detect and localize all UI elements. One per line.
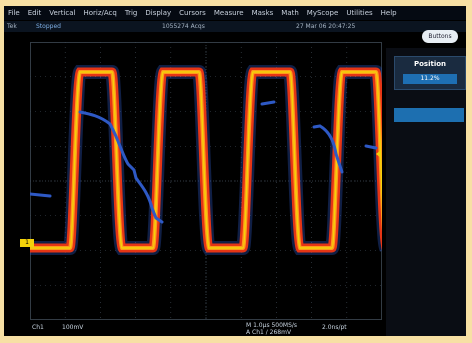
menu-masks[interactable]: Masks	[251, 9, 274, 17]
waveform-traces	[30, 65, 382, 255]
position-value[interactable]: 11.2%	[403, 74, 457, 84]
side-panel: Position 11.2%	[386, 48, 466, 336]
position-label: Position	[413, 60, 447, 68]
menu-help[interactable]: Help	[380, 9, 397, 17]
menu-myscope[interactable]: MyScope	[306, 9, 339, 17]
channel-scale: 100mV	[62, 324, 84, 331]
menu-cursors[interactable]: Cursors	[179, 9, 206, 17]
brand-label: Tek	[7, 23, 17, 30]
readout-bar: Ch1 100mV M 1.0µs 500MS/s A Ch1 ∕ 268mV …	[4, 322, 466, 336]
scope-window: File Edit Vertical Horiz/Acq Trig Displa…	[4, 6, 466, 336]
acquisition-state: Stopped	[36, 23, 61, 30]
status-bar: Tek Stopped 1055274 Acqs 27 Mar 06 20:47…	[4, 21, 466, 32]
menu-bar: File Edit Vertical Horiz/Acq Trig Displa…	[4, 6, 466, 20]
acquisition-count: 1055274 Acqs	[162, 23, 205, 30]
zoom-readout: 2.0ns/pt	[322, 324, 347, 331]
side-panel-button[interactable]	[394, 108, 464, 122]
menu-vertical[interactable]: Vertical	[49, 9, 76, 17]
menu-edit[interactable]: Edit	[27, 9, 42, 17]
trigger-readout: A Ch1 ∕ 268mV	[246, 329, 292, 336]
position-control[interactable]: Position 11.2%	[394, 56, 466, 90]
ch1-ground-marker[interactable]: 1	[20, 239, 34, 247]
buttons-button[interactable]: Buttons	[422, 30, 458, 43]
menu-horiz-acq[interactable]: Horiz/Acq	[83, 9, 117, 17]
ch1-trace	[30, 71, 382, 249]
menu-math[interactable]: Math	[281, 9, 299, 17]
timebase-readout: M 1.0µs 500MS/s	[246, 322, 298, 329]
menu-utilities[interactable]: Utilities	[346, 9, 373, 17]
channel-label: Ch1	[32, 324, 44, 331]
menu-display[interactable]: Display	[145, 9, 172, 17]
waveform-display	[30, 42, 382, 320]
menu-file[interactable]: File	[8, 9, 20, 17]
menu-trig[interactable]: Trig	[124, 9, 138, 17]
date-time: 27 Mar 06 20:47:25	[296, 23, 356, 30]
triangle-left-icon[interactable]	[376, 150, 381, 158]
persistence-decay-trace	[30, 100, 378, 224]
menu-measure[interactable]: Measure	[213, 9, 244, 17]
